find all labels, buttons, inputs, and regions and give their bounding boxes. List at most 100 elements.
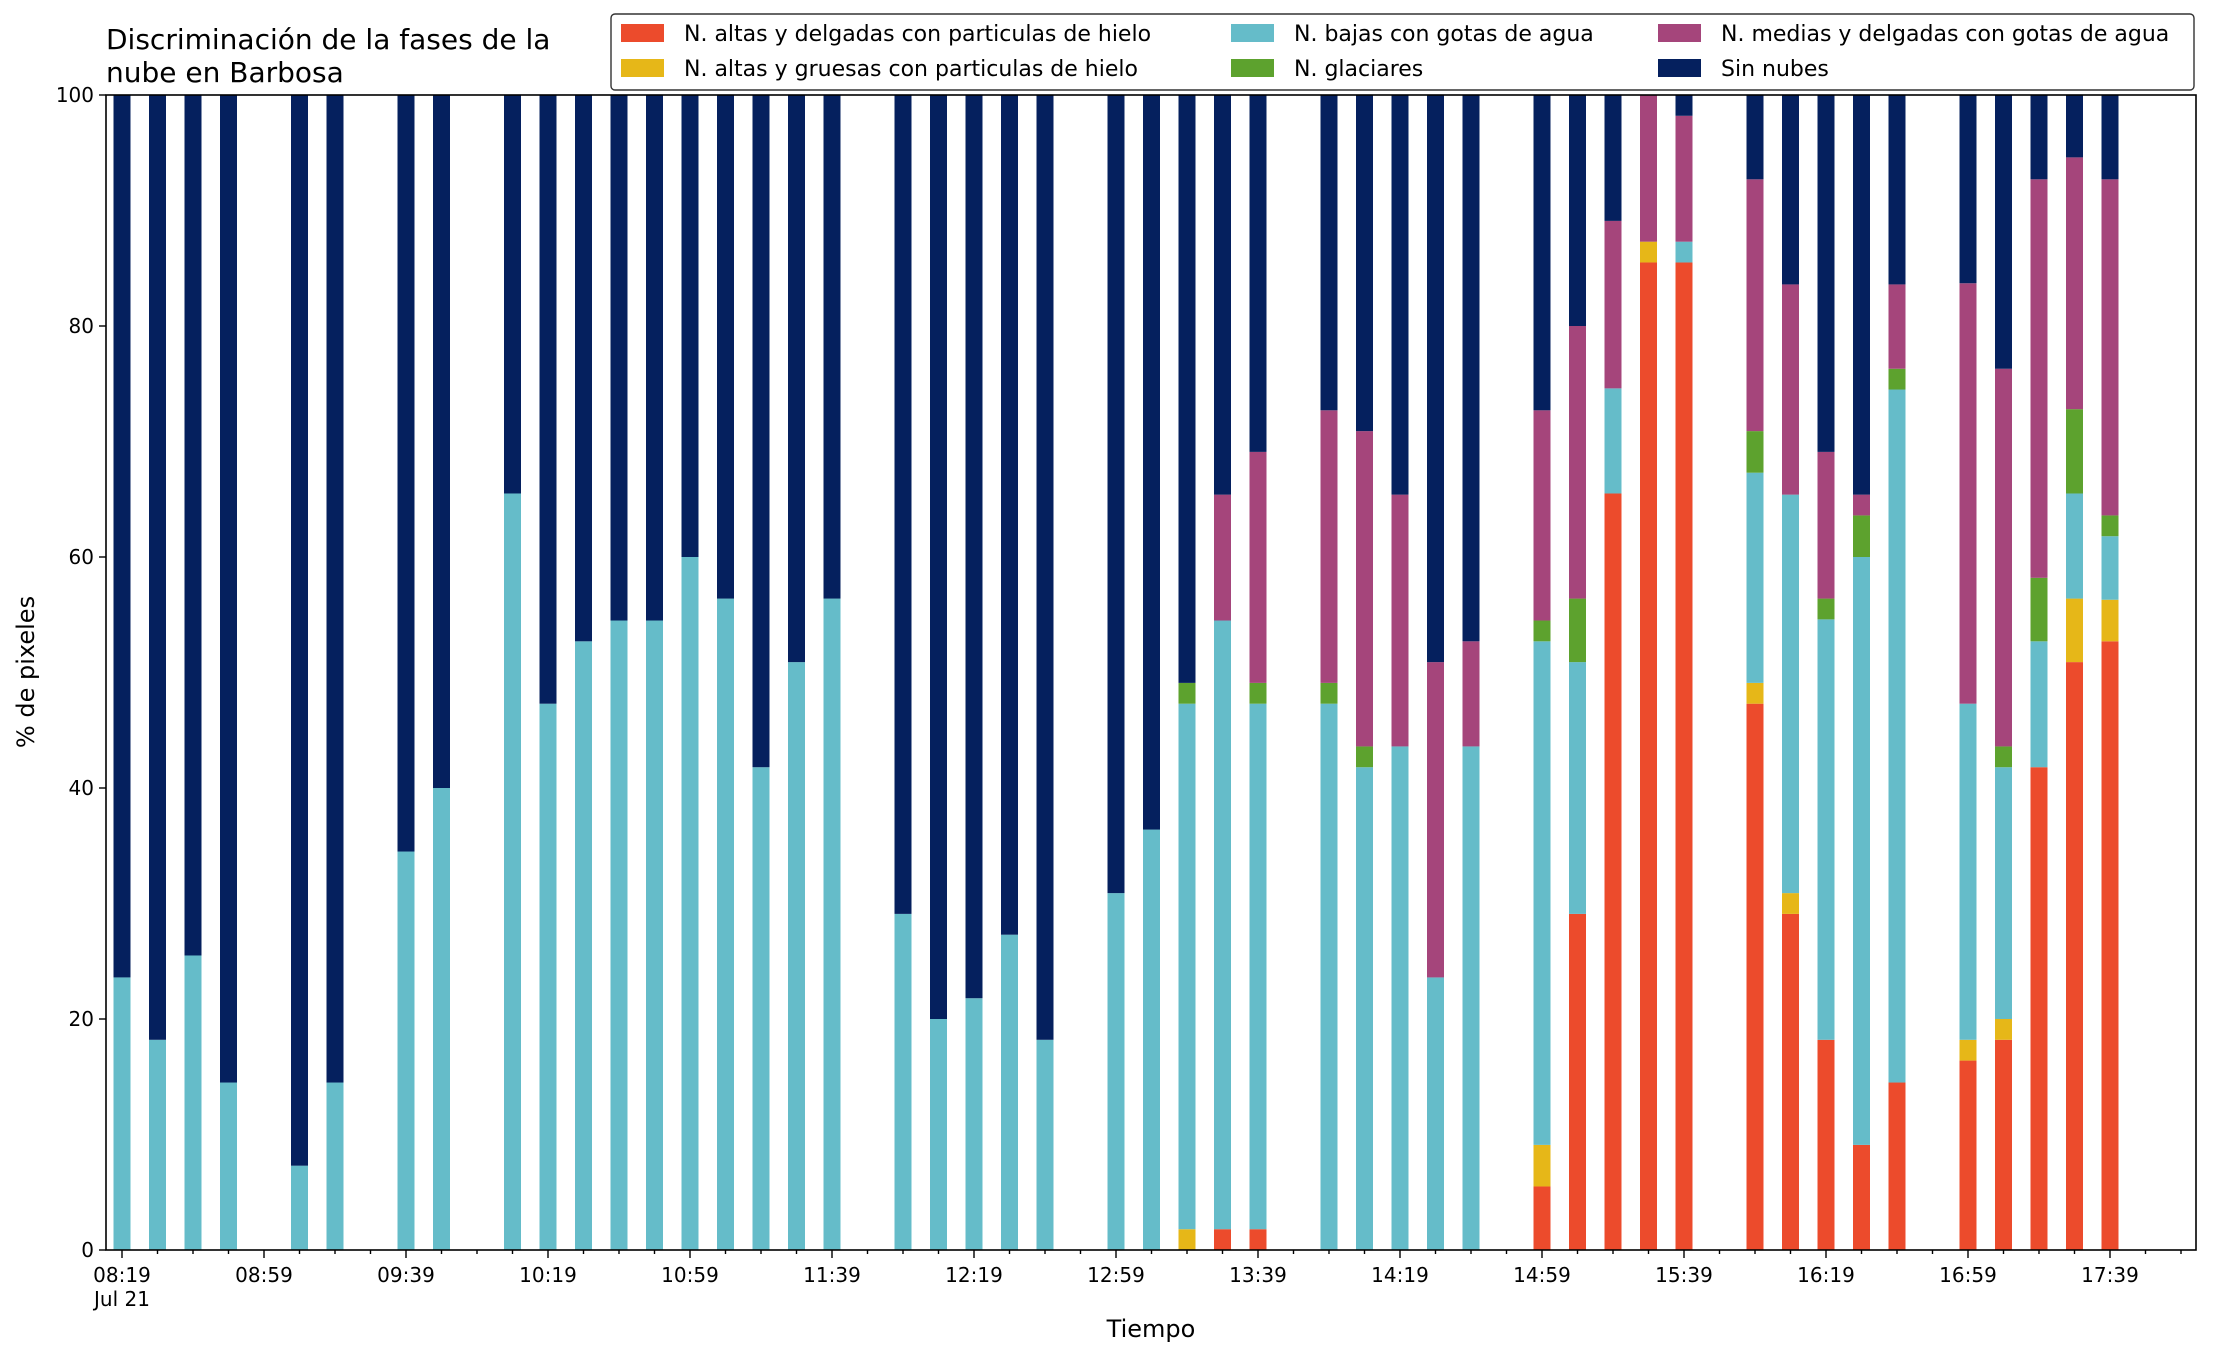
- bar-segment: [1427, 95, 1444, 663]
- bar-segment: [539, 703, 557, 1250]
- bar-segment: [717, 95, 734, 599]
- bar-segment: [2030, 577, 2048, 642]
- y-tick-label: 20: [69, 1007, 94, 1031]
- y-tick-label: 80: [69, 314, 94, 338]
- x-tick-label: 08:19: [93, 1263, 151, 1287]
- bar-segment: [1746, 703, 1764, 1250]
- bar-segment: [2066, 662, 2083, 1250]
- legend-label: N. altas y delgadas con particulas de hi…: [684, 22, 1151, 47]
- bar-segment: [2030, 179, 2048, 578]
- bar-segment: [2066, 157, 2083, 410]
- bar-segment: [184, 95, 202, 956]
- bar-segment: [504, 493, 521, 1251]
- bar-segment: [894, 95, 912, 914]
- bar-segment: [1356, 746, 1373, 768]
- bar-segment: [2066, 598, 2083, 663]
- legend-swatch: [621, 24, 664, 42]
- bar-segment: [1001, 934, 1018, 1250]
- bar-segment: [1640, 95, 1657, 242]
- bar-segment: [1817, 1039, 1835, 1250]
- x-axis-label: Tiempo: [1106, 1315, 1196, 1343]
- bar-segment: [610, 95, 628, 621]
- bar-segment: [1249, 95, 1267, 452]
- bar-segment: [397, 95, 415, 852]
- chart-title-line: Discriminación de la fases de la: [106, 23, 550, 56]
- bar-segment: [1569, 598, 1586, 663]
- bar-segment: [1391, 95, 1409, 495]
- bar-segment: [1959, 703, 1977, 1040]
- bar-segment: [1249, 1229, 1267, 1250]
- bar-segment: [1356, 767, 1373, 1250]
- bar-segment: [1320, 410, 1338, 683]
- bar-segment: [575, 641, 592, 1250]
- bar-segment: [2101, 95, 2119, 180]
- bar-segment: [1533, 95, 1551, 411]
- bar-segment: [539, 95, 557, 704]
- bar-segment: [575, 95, 592, 642]
- bar-segment: [2066, 95, 2083, 158]
- bar-segment: [823, 95, 841, 599]
- x-tick-label: 17:39: [2081, 1263, 2139, 1287]
- x-tick-label: 14:19: [1371, 1263, 1429, 1287]
- x-tick-label: 09:39: [377, 1263, 435, 1287]
- bar-segment: [1995, 746, 2012, 768]
- bar-segment: [397, 851, 415, 1250]
- bar-segment: [1604, 388, 1622, 494]
- x-tick-label: 16:19: [1797, 1263, 1855, 1287]
- bar-segment: [1533, 1186, 1551, 1250]
- bar-segment: [1569, 326, 1586, 599]
- legend-label: N. altas y gruesas con particulas de hie…: [684, 57, 1138, 82]
- bar-segment: [1427, 977, 1444, 1250]
- x-tick-label: 12:19: [945, 1263, 1003, 1287]
- bar-segment: [504, 95, 521, 494]
- bar-segment: [823, 598, 841, 1250]
- bar-segment: [717, 598, 734, 1250]
- x-axis: 08:19 08:59 09:39 10:19 10:59 11:39 12:19 12:59…: [92, 1250, 2182, 1311]
- bar-segment: [1817, 451, 1835, 599]
- bar-segment: [1853, 557, 1870, 1145]
- bar-segment: [1249, 703, 1267, 1230]
- bar-segment: [788, 95, 805, 663]
- bar-segment: [220, 95, 237, 1083]
- bar-segment: [1959, 1039, 1977, 1061]
- y-tick-label: 100: [56, 83, 94, 107]
- legend-swatch: [1231, 59, 1274, 77]
- bar-segment: [2030, 641, 2048, 768]
- bar-segment: [2030, 767, 2048, 1250]
- bar-segment: [1995, 1019, 2012, 1040]
- x-tick-label: 12:59: [1087, 1263, 1145, 1287]
- bar-segment: [1959, 1060, 1977, 1250]
- x-date-label: Jul 21: [92, 1287, 150, 1311]
- y-tick-label: 0: [81, 1238, 94, 1262]
- bar-segment: [2066, 493, 2083, 599]
- bar-segment: [1143, 95, 1160, 830]
- bar-segment: [681, 557, 699, 1250]
- bar-segment: [752, 95, 770, 768]
- bar-segment: [894, 913, 912, 1250]
- bar-segment: [1817, 619, 1835, 1040]
- bar-segment: [752, 767, 770, 1250]
- bar-segment: [1214, 620, 1231, 1230]
- legend-swatch: [1658, 24, 1701, 42]
- bar-segment: [646, 620, 663, 1250]
- bar-segment: [1888, 1082, 1906, 1250]
- bar-segment: [610, 620, 628, 1250]
- legend: N. altas y delgadas con particulas de hi…: [610, 13, 2195, 91]
- bar-segment: [1782, 913, 1799, 1250]
- bar-segment: [2101, 599, 2119, 642]
- bar-segment: [1675, 95, 1693, 116]
- bar-segment: [1888, 368, 1906, 390]
- bar-segment: [1533, 620, 1551, 642]
- bar-segment: [149, 1039, 166, 1250]
- bar-segment: [1569, 662, 1586, 914]
- bar-segment: [1604, 220, 1622, 389]
- bar-segment: [1995, 767, 2012, 1019]
- legend-label: N. glaciares: [1294, 57, 1423, 82]
- bar-segment: [1214, 95, 1231, 495]
- x-tick-label: 11:39: [803, 1263, 861, 1287]
- bars: [113, 95, 2119, 1251]
- bar-segment: [1391, 746, 1409, 1250]
- bar-segment: [1959, 95, 1977, 284]
- bar-segment: [1604, 95, 1622, 221]
